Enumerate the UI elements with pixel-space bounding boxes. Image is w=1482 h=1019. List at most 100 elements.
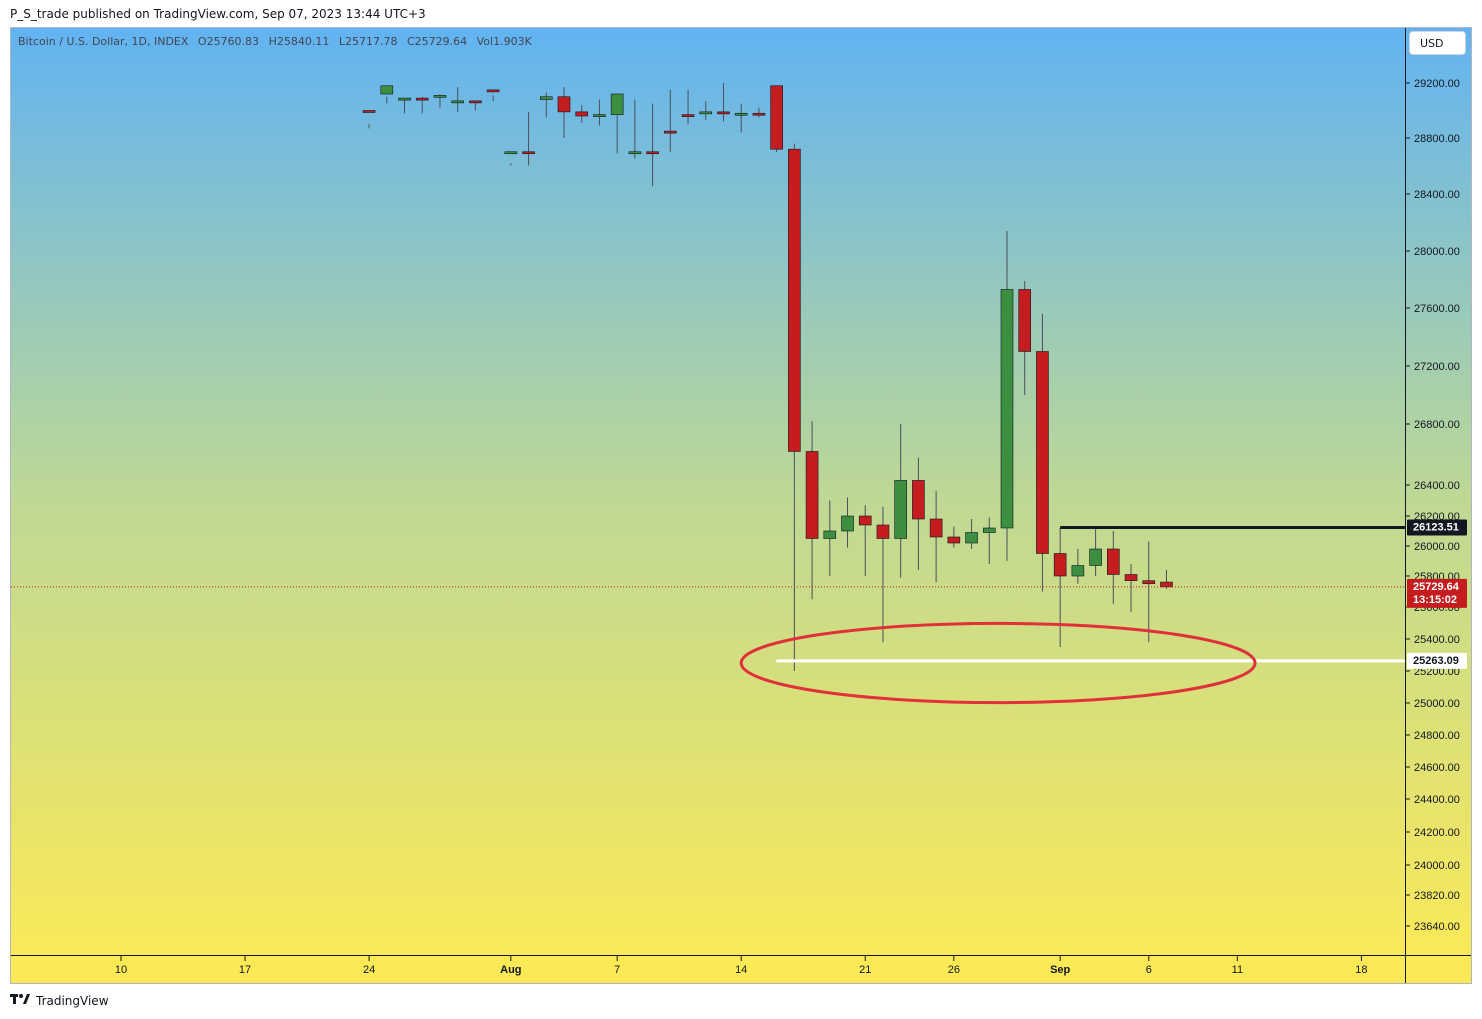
time-tick-label: 6: [1146, 964, 1152, 976]
chart-frame: [10, 27, 1472, 984]
last-price-tag-text: 25729.64: [1413, 581, 1460, 593]
candle-body: [858, 515, 872, 526]
candle: [610, 93, 624, 154]
symbol-name[interactable]: Bitcoin / U.S. Dollar, 1D, INDEX: [18, 35, 189, 48]
candle: [1107, 531, 1120, 604]
time-tick-label: 7: [614, 964, 620, 976]
candles-group: [362, 83, 1173, 671]
time-tick-label: 10: [115, 964, 127, 976]
candle-body: [469, 100, 482, 104]
candle-body: [486, 89, 500, 93]
candle-body: [415, 97, 429, 101]
price-tick-label: 27200.00: [1414, 361, 1460, 373]
candle-body: [1124, 574, 1138, 581]
candle-body: [362, 110, 376, 113]
candle-body: [539, 96, 553, 100]
price-tick-label: 23640.00: [1414, 921, 1460, 933]
time-tick-label: Aug: [500, 964, 521, 976]
last-price-tag-text: 13:15:02: [1413, 594, 1457, 606]
candle: [965, 519, 978, 549]
candle: [1000, 231, 1014, 561]
candle-body: [380, 85, 394, 95]
candle-body: [788, 148, 801, 452]
price-tick-label: 24200.00: [1414, 827, 1460, 839]
candle: [646, 103, 659, 187]
support-price-tag-bg: [1407, 652, 1467, 669]
candle: [699, 100, 713, 121]
time-tick-label: 26: [948, 964, 960, 976]
chart-background: [11, 28, 1405, 955]
candle-body: [451, 100, 464, 104]
support-price-tag-text: 25263.09: [1413, 655, 1459, 667]
candle: [380, 85, 394, 104]
candle-body: [522, 151, 535, 155]
resistance-price-tag-bg: [1407, 519, 1467, 536]
candle-body: [1107, 548, 1120, 575]
candle-body: [965, 532, 978, 544]
candle-body: [628, 151, 642, 155]
price-tick-label: 24000.00: [1414, 860, 1460, 872]
price-tick-label: 28000.00: [1414, 246, 1460, 258]
symbol-legend[interactable]: Bitcoin / U.S. Dollar, 1D, INDEX O25760.…: [18, 35, 538, 48]
legend-high: H25840.11: [268, 35, 330, 48]
price-tick-label: 25000.00: [1414, 698, 1460, 710]
candle: [1036, 313, 1049, 592]
time-tick-label: Sep: [1050, 964, 1070, 976]
candle-body: [699, 111, 713, 115]
time-axis[interactable]: 10 17 24 Aug 7 14 21 26 Sep 6 11 18: [115, 956, 1368, 976]
candle: [486, 89, 500, 101]
candle: [522, 111, 535, 166]
currency-button[interactable]: USD: [1409, 31, 1466, 55]
legend-open: O25760.83: [197, 35, 260, 48]
candle: [628, 99, 642, 159]
candle: [575, 105, 589, 123]
candle-body: [504, 151, 518, 155]
candle: [664, 89, 677, 152]
candle: [1071, 549, 1085, 584]
candle-body: [734, 112, 748, 116]
candle: [841, 497, 854, 548]
candle: [433, 94, 447, 108]
tradingview-logo-icon: [10, 993, 32, 1009]
price-tick-label: 27600.00: [1414, 303, 1460, 315]
support-price-tag: 25263.09: [1407, 652, 1467, 669]
candle-body: [912, 480, 925, 520]
candle-body: [664, 130, 677, 134]
price-tick-label: 24800.00: [1414, 730, 1460, 742]
candle: [539, 92, 553, 118]
time-tick-label: 24: [363, 964, 375, 976]
candle-body: [1036, 351, 1049, 554]
time-tick-label: 18: [1355, 964, 1367, 976]
candle: [805, 421, 819, 600]
legend-close: C25729.64: [406, 35, 468, 48]
candle: [947, 526, 961, 548]
candle-body: [557, 96, 571, 113]
candle-body: [770, 85, 783, 150]
candle-body: [841, 515, 854, 532]
price-tick-label: 25400.00: [1414, 634, 1460, 646]
candle: [982, 517, 996, 564]
candle: [1089, 528, 1102, 576]
legend-low: L25717.78: [338, 35, 398, 48]
time-tick-label: 21: [859, 964, 871, 976]
published-by-text: P_S_trade published on TradingView.com, …: [10, 7, 426, 21]
candle: [1124, 564, 1138, 612]
price-tick-label: 28800.00: [1414, 133, 1460, 145]
candle-body: [823, 530, 837, 539]
candle-body: [1071, 565, 1085, 577]
price-axis[interactable]: 29200.00 28800.00 28400.00 28000.00 27600.00…: [1405, 78, 1460, 933]
candle: [451, 87, 464, 112]
candle-body: [805, 451, 819, 539]
resistance-price-tag-text: 26123.51: [1413, 521, 1459, 533]
candle: [1142, 541, 1156, 643]
price-tick-label: 29200.00: [1414, 78, 1460, 90]
candle: [415, 96, 429, 114]
time-tick-label: 14: [735, 964, 747, 976]
footer-branding[interactable]: TradingView: [10, 993, 109, 1009]
legend-volume: Vol1.903K: [476, 35, 532, 48]
support-zone-ellipse[interactable]: [739, 621, 1257, 705]
candle-body: [646, 151, 659, 155]
price-tick-label: 24600.00: [1414, 762, 1460, 774]
